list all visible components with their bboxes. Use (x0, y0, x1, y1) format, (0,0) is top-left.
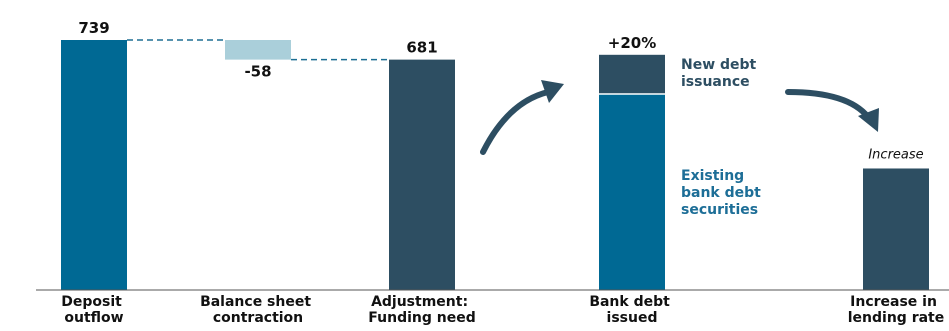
curved-arrow-up-icon (480, 89, 551, 155)
data-label-deposit: 739 (78, 19, 109, 37)
category-label-adjustment: Adjustment: Funding need (368, 294, 475, 326)
data-label-funding: 681 (406, 39, 437, 57)
curved-arrow-down-icon (785, 89, 871, 120)
category-4-line-1: Increase in (850, 294, 937, 310)
annotation-new-debt: New debt issuance (681, 57, 761, 90)
category-3-line-1: Bank debt (589, 294, 670, 310)
bar-balance-sheet-contraction (225, 40, 291, 60)
category-1-line-1: Balance sheet (200, 294, 311, 310)
annotation-new-debt-line-1: New debt (681, 57, 757, 73)
bar-funding-need (389, 59, 455, 290)
category-3-line-2: issued (607, 310, 658, 326)
data-label-stacked-total: +20% (608, 34, 656, 52)
data-label-final: Increase (868, 147, 923, 162)
category-label-bank-debt: Bank debt issued (589, 294, 674, 326)
category-1-line-2: contraction (213, 310, 303, 326)
bar-deposit-outflow (61, 40, 127, 290)
annotation-new-debt-line-2: issuance (681, 74, 750, 90)
category-label-balance-sheet: Balance sheet contraction (200, 294, 316, 326)
category-2-line-2: Funding need (368, 310, 475, 326)
annotation-existing-line-3: securities (681, 202, 758, 218)
data-label-contraction: -58 (244, 63, 271, 81)
category-label-deposit-outflow: Deposit outflow (61, 294, 126, 326)
bar-new-debt-segment (599, 54, 665, 94)
category-0-line-2: outflow (64, 310, 123, 326)
arrow-head-up-icon (541, 80, 564, 103)
category-4-line-2: lending rate (848, 310, 944, 326)
bar-existing-debt-segment (599, 94, 665, 290)
annotation-existing-debt: Existing bank debt securities (681, 168, 766, 218)
annotation-existing-line-2: bank debt (681, 185, 761, 201)
bar-lending-rate-increase (863, 168, 929, 290)
category-2-line-1: Adjustment: (371, 294, 468, 310)
arrow-head-down-icon (858, 108, 879, 132)
category-label-lending-rate: Increase in lending rate (848, 294, 944, 326)
category-0-line-1: Deposit (61, 294, 122, 310)
annotation-existing-line-1: Existing (681, 168, 744, 184)
